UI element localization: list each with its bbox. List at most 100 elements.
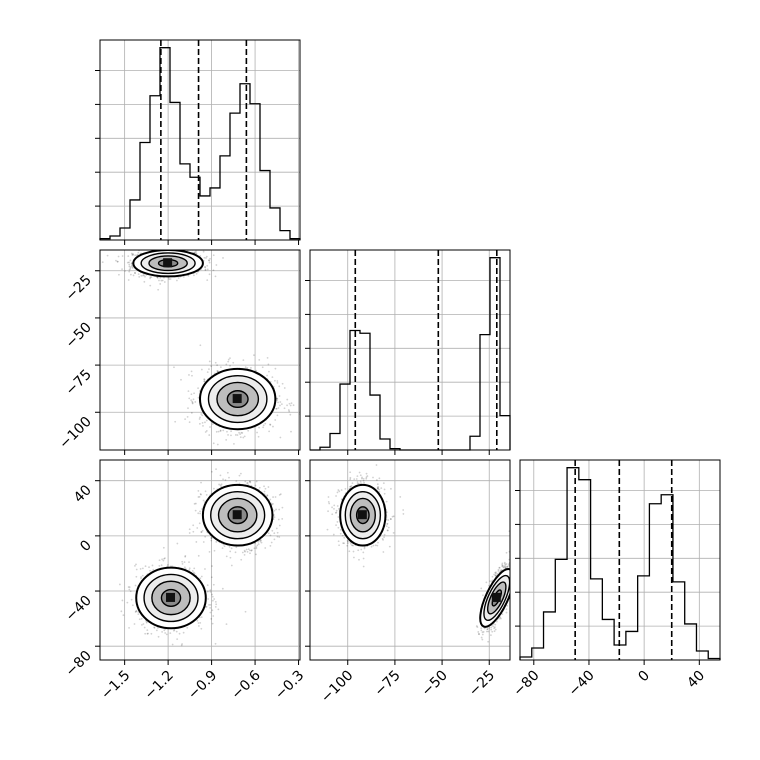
scatter-point bbox=[362, 565, 365, 568]
scatter-point bbox=[211, 609, 214, 612]
scatter-point bbox=[183, 566, 186, 569]
scatter-point bbox=[234, 551, 237, 554]
scatter-point bbox=[227, 358, 230, 361]
scatter-point bbox=[190, 412, 193, 414]
histogram-bars bbox=[99, 47, 301, 240]
scatter-point bbox=[210, 365, 213, 368]
scatter-point bbox=[188, 569, 191, 571]
scatter-point bbox=[199, 512, 202, 515]
scatter-point bbox=[242, 436, 245, 439]
scatter-point bbox=[128, 588, 131, 591]
scatter-point bbox=[181, 560, 184, 563]
scatter-point bbox=[262, 426, 265, 429]
scatter-point bbox=[203, 378, 206, 381]
scatter-point bbox=[402, 509, 405, 511]
scatter-point bbox=[276, 380, 279, 382]
scatter-point bbox=[127, 586, 130, 588]
scatter-point bbox=[204, 490, 207, 493]
scatter-point bbox=[156, 246, 158, 248]
panel-content bbox=[101, 246, 300, 446]
histogram-panel-0 bbox=[95, 39, 301, 245]
scatter-point bbox=[211, 622, 214, 625]
scatter-point bbox=[200, 575, 203, 578]
scatter-point bbox=[216, 364, 219, 367]
scatter-point bbox=[204, 268, 207, 271]
scatter-point bbox=[276, 414, 279, 417]
scatter-point bbox=[276, 535, 279, 538]
scatter-point bbox=[149, 276, 152, 279]
scatter-point bbox=[338, 490, 341, 493]
scatter-point bbox=[169, 632, 172, 635]
scatter-point bbox=[274, 496, 277, 498]
scatter-point bbox=[270, 541, 273, 544]
scatter-point bbox=[221, 587, 224, 590]
scatter-point bbox=[131, 267, 134, 269]
scatter-point bbox=[190, 399, 193, 402]
scatter-point bbox=[188, 528, 191, 531]
scatter-point bbox=[222, 429, 225, 432]
scatter-point bbox=[201, 529, 204, 532]
scatter-point bbox=[181, 643, 183, 645]
density-peak bbox=[232, 394, 242, 404]
scatter-point bbox=[200, 493, 202, 496]
scatter-point bbox=[337, 516, 340, 518]
scatter-point bbox=[197, 625, 200, 627]
scatter-point bbox=[209, 426, 211, 428]
scatter-point bbox=[264, 422, 267, 425]
scatter-point bbox=[376, 483, 379, 486]
scatter-point bbox=[128, 626, 130, 629]
scatter-point bbox=[225, 438, 228, 441]
scatter-point bbox=[204, 266, 207, 269]
scatter-point bbox=[336, 521, 339, 523]
scatter-point bbox=[278, 395, 281, 397]
scatter-point bbox=[128, 586, 131, 589]
scatter-point bbox=[217, 608, 220, 611]
scatter-point bbox=[272, 425, 274, 428]
scatter-point bbox=[198, 522, 201, 525]
scatter-point bbox=[117, 255, 120, 258]
scatter-point bbox=[243, 435, 246, 438]
scatter-point bbox=[193, 392, 195, 395]
scatter-point bbox=[156, 276, 159, 279]
scatter-point bbox=[279, 404, 281, 407]
panel-frame bbox=[309, 249, 511, 451]
scatter-point bbox=[239, 472, 242, 475]
scatter-point bbox=[225, 363, 228, 366]
scatter-point bbox=[230, 430, 232, 433]
scatter-point bbox=[333, 508, 335, 510]
scatter-point bbox=[137, 613, 140, 616]
scatter-point bbox=[377, 486, 380, 488]
scatter-point bbox=[273, 509, 276, 512]
scatter-point bbox=[382, 482, 385, 485]
panel-background bbox=[310, 460, 510, 660]
panel-frame bbox=[99, 459, 301, 661]
scatter-point bbox=[160, 279, 163, 282]
scatter-point bbox=[230, 434, 232, 437]
scatter-point bbox=[250, 549, 253, 552]
scatter-point bbox=[161, 631, 163, 633]
scatter-point bbox=[249, 480, 251, 483]
scatter-point bbox=[234, 434, 237, 436]
panel-background bbox=[310, 250, 510, 450]
panel-frame bbox=[519, 459, 721, 661]
scatter-point bbox=[223, 545, 226, 548]
scatter-point bbox=[256, 431, 258, 434]
scatter-point bbox=[382, 551, 385, 553]
scatter-point bbox=[116, 260, 119, 263]
scatter-point bbox=[212, 269, 215, 272]
scatter-point bbox=[217, 370, 219, 373]
scatter-point bbox=[276, 381, 279, 384]
scatter-point bbox=[186, 626, 189, 629]
scatter-point bbox=[238, 474, 241, 477]
panel-background bbox=[100, 460, 300, 660]
scatter-point bbox=[209, 589, 212, 592]
scatter-point bbox=[272, 496, 274, 498]
scatter-point bbox=[209, 590, 212, 593]
scatter-point bbox=[208, 434, 211, 436]
scatter-point bbox=[149, 284, 152, 287]
density-peak bbox=[166, 592, 176, 602]
scatter-point bbox=[198, 495, 201, 498]
scatter-point bbox=[216, 443, 219, 446]
scatter-point bbox=[173, 246, 175, 248]
scatter-point bbox=[286, 404, 288, 407]
